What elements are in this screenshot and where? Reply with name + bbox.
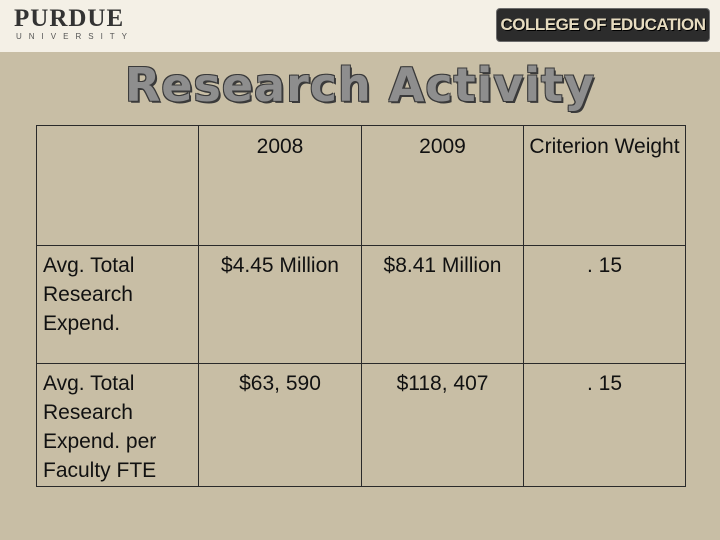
table-cell-2008: $4.45 Million <box>221 254 339 277</box>
table-cell-2009: $8.41 Million <box>383 254 502 277</box>
table-cell-criterion-weight: . 15 <box>586 254 623 277</box>
column-header-2008: 2008 <box>256 135 304 158</box>
table-column-divider <box>523 126 524 486</box>
purdue-logo-sub: UNIVERSITY <box>16 32 135 41</box>
column-header-criterion-weight: Criterion Weight <box>529 135 680 158</box>
row-label-avg-total-research-expend: Avg. Total Research Expend. <box>43 254 135 335</box>
header-bar: PURDUE UNIVERSITY COLLEGE OF EDUCATION <box>0 0 720 52</box>
college-of-education-logo: COLLEGE OF EDUCATION <box>496 8 710 42</box>
table-row-divider <box>37 245 685 246</box>
research-table: 2008 2009 Criterion Weight Avg. Total Re… <box>36 125 686 487</box>
table-column-divider <box>198 126 199 486</box>
college-of-education-logo-text: COLLEGE OF EDUCATION <box>500 15 706 34</box>
row-label-avg-total-research-expend-per-fte: Avg. Total Research Expend. per Faculty … <box>43 372 157 482</box>
purdue-logo-word: PURDUE <box>14 5 125 32</box>
table-cell-2008: $63, 590 <box>239 372 321 395</box>
table-row-divider <box>37 363 685 364</box>
slide-title: Research Activity <box>124 58 596 112</box>
table-cell-2009: $118, 407 <box>396 372 489 395</box>
table-cell-criterion-weight: . 15 <box>586 372 623 395</box>
purdue-logo: PURDUE UNIVERSITY <box>14 6 134 42</box>
column-header-2009: 2009 <box>419 135 466 158</box>
table-column-divider <box>361 126 362 486</box>
